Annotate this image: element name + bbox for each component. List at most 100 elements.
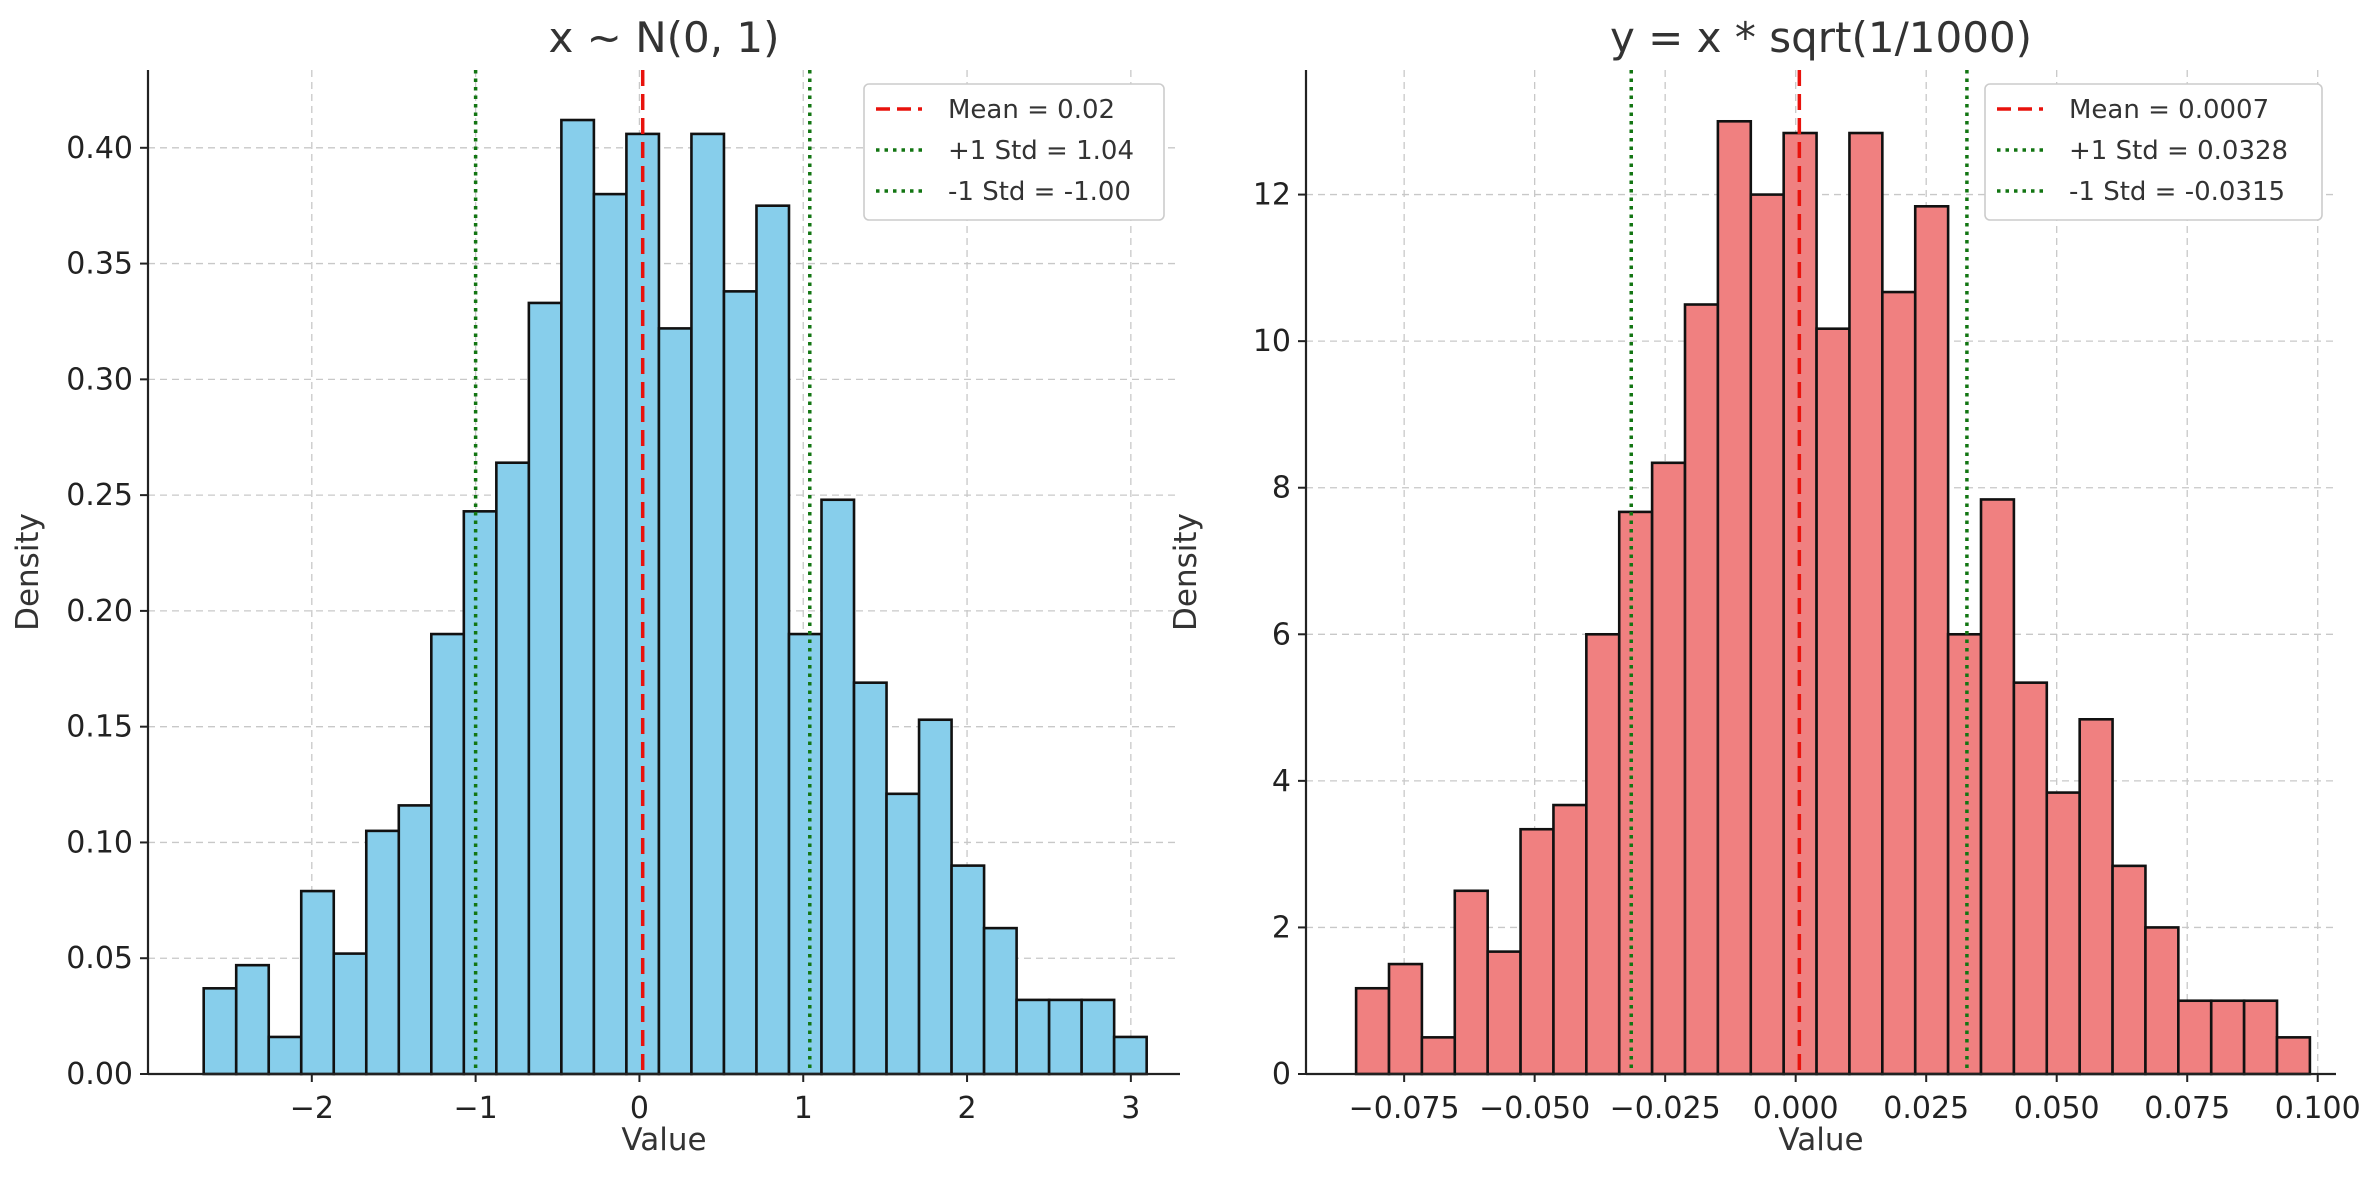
chart-2-legend-label-1: Mean = 0.0007 [2069,95,2269,125]
chart-1-histogram-bar-8 [430,632,466,1076]
chart-1-ytick-label-1: 0.05 [66,941,133,976]
chart-2-histogram-bar-13 [1749,193,1785,1076]
chart-2-xtick-label-5: 0.050 [2014,1091,2100,1126]
chart-2-xtick-label-3: 0.000 [1753,1091,1839,1126]
chart-2-histogram-bar-5 [1486,950,1522,1076]
chart-2-ytick-label-2: 4 [1272,764,1291,799]
chart-2-histogram-bar-21 [2012,681,2049,1076]
chart-1-legend-label-3: -1 Std = -1.00 [948,177,1131,207]
chart-1-ytick-label-7: 0.35 [66,247,133,282]
chart-2-histogram-bar-28 [2242,999,2279,1076]
chart-2-legend-label-3: -1 Std = -0.0315 [2069,177,2285,207]
chart-1-legend-label-2: +1 Std = 1.04 [948,136,1134,166]
chart-1-histogram-bar-5 [332,952,368,1076]
chart-2-histogram-bar-19 [1946,632,1983,1076]
chart-2-ytick-label-6: 12 [1253,178,1291,213]
chart-1-y-axis-label: Density [10,513,46,631]
chart-2-histogram-bar-26 [2177,999,2213,1076]
chart-1-histogram-bar-16 [690,132,726,1076]
chart-1-histogram-bar-9 [462,510,498,1076]
chart-2: −0.075 −0.050 −0.025 0.000 0.025 0.050 0.075 0.… [1168,13,2361,1158]
chart-2-histogram-bar-17 [1881,290,1917,1076]
chart-2-histogram-bar-8 [1585,632,1621,1076]
chart-2-legend: Mean = 0.0007 +1 Std = 0.0328 -1 Std = -0.… [1984,83,2323,221]
chart-1-histogram-bar-25 [982,926,1018,1076]
chart-2-histogram-bar-27 [2209,999,2246,1076]
chart-2-histogram-bar-24 [2111,864,2147,1076]
chart-2-xtick-label-1: −0.050 [1479,1091,1590,1126]
chart-2-legend-label-2: +1 Std = 0.0328 [2069,136,2288,166]
chart-1-histogram-bar-24 [950,864,986,1076]
chart-2-histogram-bar-4 [1453,889,1489,1076]
chart-1-histogram-bar-29 [1112,1035,1148,1076]
chart-1-title: x ~ N(0, 1) [548,13,779,62]
chart-2-histogram-bar-3 [1420,1036,1457,1076]
chart-1-ytick-label-6: 0.30 [66,362,133,397]
chart-2-ytick-label-1: 2 [1272,910,1291,945]
chart-2-ytick-label-4: 8 [1272,471,1291,506]
chart-1-histogram-bar-22 [885,792,921,1076]
chart-1-histogram-bar-21 [852,681,888,1076]
chart-2-ytick-label-3: 6 [1272,617,1291,652]
chart-2-histogram-bar-7 [1552,803,1588,1076]
chart-1-ytick-label-5: 0.25 [66,478,133,513]
chart-2-histogram-bar-12 [1716,119,1753,1076]
chart-2-x-axis-label: Value [1778,1122,1863,1158]
chart-1-legend-label-1: Mean = 0.02 [948,95,1115,125]
chart-2-xtick-label-2: −0.025 [1610,1091,1721,1126]
chart-2-xtick-label-6: 0.075 [2144,1091,2230,1126]
chart-1-histogram-bar-18 [755,204,791,1076]
chart-2-legend-box [1984,83,2323,221]
chart-2-histogram-bar-15 [1815,327,1851,1076]
chart-1-histogram-bar-26 [1015,998,1051,1076]
chart-2-histogram-bar-10 [1650,461,1687,1076]
chart-1-ytick-label-8: 0.40 [66,131,133,166]
chart-1-xtick-label-0: −2 [290,1091,334,1126]
chart-2-title: y = x * sqrt(1/1000) [1610,13,2032,62]
chart-1-histogram-bar-6 [364,829,401,1076]
chart-2-histogram-bar-1 [1354,986,1391,1076]
chart-1-histogram-bar-20 [820,498,856,1076]
chart-1-histogram-bar-10 [495,461,531,1076]
chart-1-histogram-bar-3 [267,1035,303,1076]
chart-1-histogram-bar-13 [592,192,628,1076]
chart-2-histogram-bar-16 [1848,131,1884,1076]
chart-2-histogram-bar-23 [2078,718,2114,1076]
chart-2-histogram-bar-29 [2275,1036,2312,1076]
chart-2-y-axis-label: Density [1168,513,1204,631]
chart-2-xtick-label-7: 0.100 [2275,1091,2361,1126]
chart-1-histogram-bar-28 [1080,998,1116,1076]
chart-1-histogram-bar-4 [299,889,336,1076]
chart-2-ytick-label-0: 0 [1272,1057,1291,1092]
chart-2-histogram-bar-22 [2045,791,2081,1076]
chart-1-histogram-bar-11 [527,301,563,1076]
chart-1-histogram-bar-19 [787,632,823,1076]
chart-1-histogram-bar-15 [657,327,693,1076]
chart-2-histogram-bar-6 [1519,827,1555,1076]
chart-1-legend-box [863,83,1165,221]
chart-1-x-axis-label: Value [621,1122,706,1158]
chart-1-xtick-label-4: 2 [958,1091,977,1126]
chart-2-xtick-label-0: −0.075 [1349,1091,1460,1126]
chart-1-histogram-bar-7 [397,804,433,1076]
chart-1-histogram-bar-17 [722,290,758,1076]
chart-1-histogram-bar-27 [1047,998,1083,1076]
chart-1: −2 −1 0 1 2 3 0.00 0.05 0.10 0.15 0.20 0.25 0.30 0.35… [10,13,1180,1158]
chart-1-histogram-bar-23 [917,718,953,1076]
chart-2-histogram-bar-2 [1387,962,1424,1076]
chart-1-legend: Mean = 0.02 +1 Std = 1.04 -1 Std = -1.00 [863,83,1165,221]
chart-1-histogram-bar-2 [234,963,271,1076]
chart-1-ytick-label-3: 0.15 [66,710,133,745]
chart-1-xtick-label-1: −1 [454,1091,498,1126]
chart-1-histogram-bar-1 [202,987,238,1076]
chart-1-ytick-label-4: 0.20 [66,594,133,629]
chart-2-xtick-label-4: 0.025 [1883,1091,1969,1126]
chart-1-ytick-label-0: 0.00 [66,1057,133,1092]
chart-1-xtick-label-3: 1 [794,1091,813,1126]
chart-2-ytick-label-5: 10 [1253,324,1291,359]
chart-1-histogram-bar-12 [560,118,596,1076]
chart-2-histogram-bar-20 [1979,498,2016,1076]
chart-2-histogram-bar-11 [1683,303,1720,1076]
chart-2-histogram-bar-9 [1617,510,1654,1076]
